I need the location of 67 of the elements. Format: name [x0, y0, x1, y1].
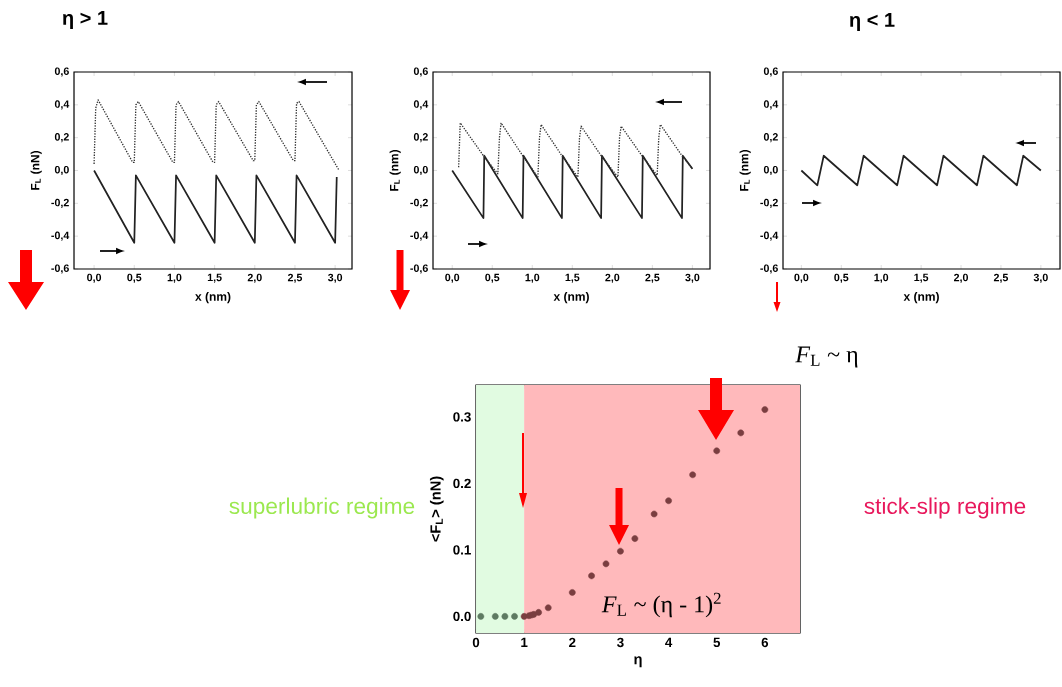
x-tick-label: 2,5 — [645, 273, 660, 283]
y-axis-title: F$_{L}$ (nm) — [739, 149, 751, 191]
x-tick-label: 4 — [665, 637, 673, 647]
y-tick-label: -0,4 — [51, 231, 70, 241]
y-tick-label: 0.0 — [453, 611, 471, 622]
x-tick-label: 1,5 — [207, 273, 222, 283]
y-tick-label: 0,6 — [413, 67, 428, 77]
y-tick-label: 0.2 — [453, 478, 471, 489]
x-tick-label: 1,5 — [565, 273, 580, 283]
y-tick-label: 0,0 — [413, 165, 428, 176]
x-tick-label: 3,0 — [685, 273, 700, 283]
y-axis-title: F$_{L}$ (nN) — [30, 150, 42, 190]
y-tick-label: 0,4 — [413, 100, 429, 110]
band-label: stick-slip regime — [864, 497, 1026, 519]
x-tick-label: 1,0 — [874, 273, 889, 283]
x-axis-title: x (nm) — [195, 291, 231, 304]
x-tick-label: 6 — [761, 637, 769, 648]
x-tick-label: 5 — [713, 637, 721, 648]
x-tick-label: 0,5 — [485, 273, 500, 283]
y-tick-label: 0,2 — [413, 133, 428, 143]
x-tick-label: 0,0 — [87, 273, 102, 283]
annotation: F$_{L}$ ~ (η - 1)$^{2}$ — [601, 592, 721, 618]
y-tick-label: -0,6 — [760, 264, 778, 274]
x-tick-label: 2 — [569, 637, 576, 648]
x-tick-label: 1,0 — [167, 273, 182, 283]
x-tick-label: 2,0 — [953, 273, 969, 283]
x-tick-label: 1 — [521, 637, 528, 647]
x-tick-label: 2,0 — [247, 273, 262, 283]
y-tick-label: -0,4 — [760, 231, 779, 241]
x-tick-label: 3,0 — [327, 273, 343, 283]
x-tick-label: 0 — [472, 637, 480, 648]
y-tick-label: -0,2 — [410, 198, 428, 208]
y-tick-label: 0.3 — [453, 412, 471, 422]
y-tick-label: 0,4 — [54, 100, 70, 110]
x-tick-label: 1,5 — [914, 273, 929, 283]
y-tick-label: 0,4 — [763, 100, 779, 110]
y-tick-label: 0,0 — [54, 165, 69, 176]
x-tick-label: 0,0 — [445, 273, 460, 283]
y-tick-label: -0,2 — [760, 198, 778, 208]
x-tick-label: 3,0 — [1033, 273, 1048, 283]
x-tick-label: 0,5 — [127, 273, 142, 283]
y-tick-label: 0.1 — [453, 545, 471, 555]
x-tick-label: 2,0 — [605, 273, 620, 283]
y-tick-label: -0,6 — [410, 264, 428, 274]
y-tick-label: 0,2 — [54, 133, 69, 143]
x-tick-label: 2,5 — [993, 273, 1009, 283]
x-tick-label: 2,5 — [287, 273, 303, 283]
band-label: superlubric regime — [229, 497, 415, 519]
chart-title: η > 1 — [62, 11, 108, 29]
y-tick-label: -0,6 — [51, 264, 69, 274]
text: F$_{L}$ ~ η — [795, 346, 858, 368]
y-axis-title: <F$_{L}$> (nN) — [429, 476, 444, 542]
x-tick-label: 0,5 — [834, 273, 849, 283]
x-axis-title: x (nm) — [553, 291, 589, 304]
chart-title: η < 1 — [849, 13, 895, 31]
y-tick-label: 0,6 — [763, 67, 778, 77]
y-tick-label: 0,0 — [763, 165, 778, 176]
y-tick-label: 0,6 — [54, 67, 69, 77]
y-tick-label: -0,2 — [51, 198, 69, 208]
x-axis-title: x (nm) — [903, 291, 939, 304]
y-axis-title: F$_{L}$ (nm) — [389, 149, 401, 191]
x-tick-label: 1,0 — [525, 273, 540, 283]
x-tick-label: 0,0 — [794, 273, 809, 283]
x-axis-title: η — [634, 656, 642, 668]
y-tick-label: -0,4 — [410, 231, 429, 241]
y-tick-label: 0,2 — [763, 133, 778, 143]
x-tick-label: 3 — [617, 637, 624, 648]
